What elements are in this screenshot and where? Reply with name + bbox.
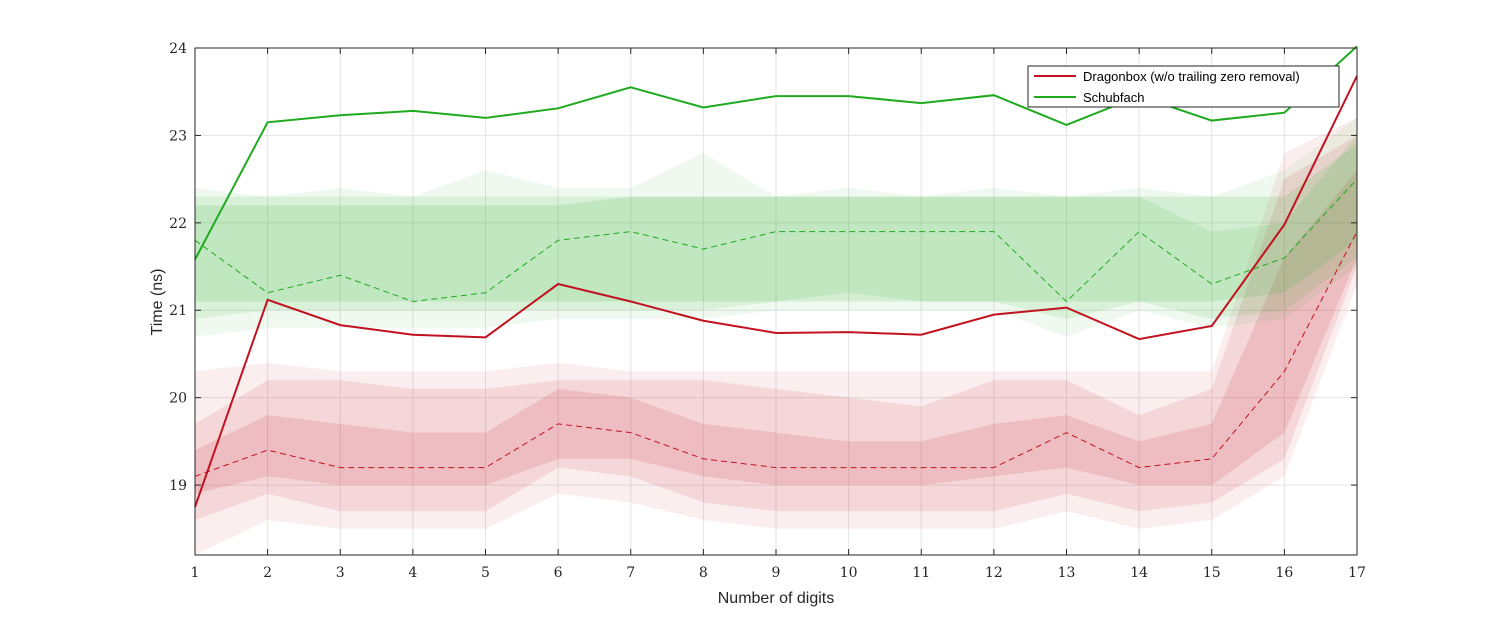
x-tick-label: 10 xyxy=(840,565,858,581)
legend-entry-dragonbox: Dragonbox (w/o trailing zero removal) xyxy=(1083,69,1300,84)
legend-box xyxy=(1027,65,1340,108)
x-tick-label: 11 xyxy=(912,565,930,581)
y-tick-label: 19 xyxy=(169,478,187,494)
schubfach-band-2 xyxy=(195,135,1357,319)
x-tick-label: 2 xyxy=(263,565,272,581)
x-tick-label: 1 xyxy=(191,565,200,581)
schubfach-band-3 xyxy=(195,144,1357,302)
confidence-bands xyxy=(195,117,1357,556)
y-axis-label: Time (ns) xyxy=(149,269,166,336)
dragonbox-band-3 xyxy=(195,170,1357,494)
dragonbox-mean-line xyxy=(194,75,1358,508)
grid xyxy=(194,47,1358,555)
y-tick-label: 23 xyxy=(169,128,187,144)
x-tick-label: 7 xyxy=(626,565,635,581)
x-tick-label: 6 xyxy=(554,565,563,581)
x-tick-label: 3 xyxy=(336,565,345,581)
x-tick-label: 5 xyxy=(481,565,490,581)
y-axis: 19 20 21 22 23 24 xyxy=(169,41,1357,494)
schubfach-median-line xyxy=(194,178,1358,303)
x-axis-label: Number of digits xyxy=(718,590,835,607)
x-tick-label: 8 xyxy=(699,565,708,581)
x-tick-label: 14 xyxy=(1130,565,1148,581)
x-tick-label: 15 xyxy=(1203,565,1221,581)
legend-entry-schubfach: Schubfach xyxy=(1083,90,1144,105)
y-tick-label: 21 xyxy=(169,303,187,319)
y-tick-label: 24 xyxy=(169,41,187,57)
dragonbox-band-1 xyxy=(195,117,1357,556)
dragonbox-median-line xyxy=(194,231,1358,477)
x-tick-label: 17 xyxy=(1348,565,1366,581)
x-tick-label: 4 xyxy=(408,565,417,581)
x-tick-label: 16 xyxy=(1275,565,1293,581)
dragonbox-band-2 xyxy=(195,135,1357,521)
y-tick-label: 22 xyxy=(169,216,187,232)
x-axis: 1 2 3 4 5 6 7 8 9 10 11 12 13 14 15 16 17 xyxy=(191,48,1366,581)
x-tick-label: 12 xyxy=(985,565,1003,581)
legend: Dragonbox (w/o trailing zero removal) Sc… xyxy=(1027,65,1340,108)
x-tick-label: 13 xyxy=(1058,565,1076,581)
schubfach-band-1 xyxy=(195,117,1357,337)
y-tick-label: 20 xyxy=(169,391,187,407)
x-tick-label: 9 xyxy=(772,565,781,581)
